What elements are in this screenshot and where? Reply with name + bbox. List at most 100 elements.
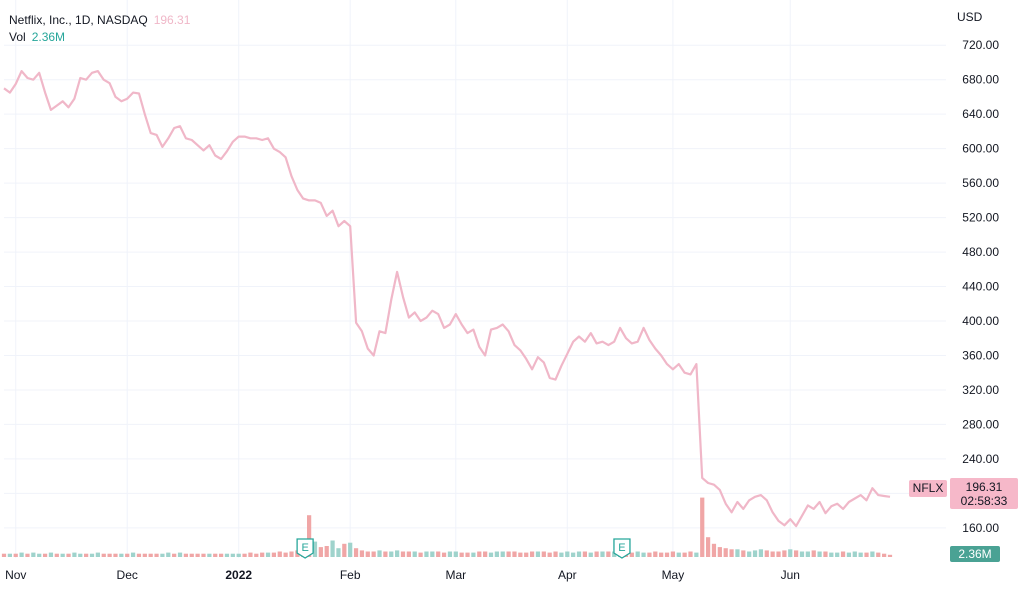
y-tick-label-4: 360.00 (962, 348, 999, 362)
price-badge-countdown: 02:58:33 (961, 494, 1008, 508)
volume-bar-82 (483, 551, 488, 557)
volume-bar-13 (78, 553, 83, 557)
volume-bar-95 (559, 552, 564, 557)
volume-bar-35 (207, 553, 212, 557)
x-tick-label-5: Apr (558, 568, 577, 582)
volume-bar-110 (647, 552, 652, 557)
volume-bar-98 (576, 551, 582, 557)
volume-bar-39 (230, 553, 235, 557)
volume-bar-80 (471, 552, 476, 557)
x-tick-label-3: Feb (340, 568, 361, 582)
chart-legend: Netflix, Inc., 1D, NASDAQ 196.31 Vol 2.36M (9, 12, 190, 46)
volume-bar-135 (794, 550, 799, 557)
volume-bar-144 (846, 552, 852, 557)
x-tick-label-0: Nov (5, 568, 26, 582)
volume-bar-5 (31, 552, 36, 557)
volume-bar-41 (242, 553, 247, 557)
volume-bar-115 (676, 552, 681, 557)
volume-bar-87 (512, 551, 517, 557)
volume-bar-14 (84, 553, 89, 557)
volume-bar-86 (506, 551, 511, 557)
y-tick-label-11: 640.00 (962, 107, 999, 121)
volume-bar-63 (371, 551, 376, 557)
x-tick-label-6: May (662, 568, 685, 582)
y-tick-label-10: 600.00 (962, 142, 999, 156)
volume-bar-109 (641, 552, 646, 557)
volume-bar-49 (289, 551, 294, 557)
volume-bar-122 (717, 547, 722, 557)
volume-bar-22 (130, 552, 136, 557)
volume-bar-151 (887, 554, 893, 557)
y-tick-label-13: 720.00 (962, 38, 999, 52)
volume-bar-79 (465, 552, 470, 557)
x-tick-label-1: Dec (117, 568, 138, 582)
earnings-marker-1[interactable]: E (613, 538, 631, 559)
volume-bar-143 (840, 551, 846, 557)
volume-bar-34 (201, 553, 206, 557)
volume-bar-131 (770, 551, 775, 557)
volume-bar-55 (324, 546, 329, 557)
volume-bar-67 (395, 550, 400, 557)
volume-bar-136 (799, 551, 805, 557)
y-tick-label-2: 280.00 (962, 417, 999, 431)
volume-bar-10 (60, 553, 65, 557)
volume-bar-31 (183, 553, 189, 557)
volume-bar-46 (271, 552, 277, 557)
price-axis[interactable]: 160.00 240.00 280.00 320.00 360.00 400.00 440.… (962, 38, 999, 535)
volume-bar-91 (535, 551, 541, 557)
volume-bar-102 (600, 551, 605, 557)
volume-bar-93 (547, 552, 552, 557)
volume-bar-42 (248, 552, 253, 557)
volume-bar-2 (13, 553, 18, 557)
volume-bar-72 (424, 551, 429, 557)
volume-bar-83 (488, 552, 494, 557)
volume-bar-74 (436, 551, 441, 557)
ticker-badge-label: NFLX (913, 481, 944, 495)
volume-bar-3 (19, 552, 24, 557)
volume-bar-149 (876, 552, 881, 557)
volume-bar-8 (48, 552, 54, 557)
x-tick-label-7: Jun (781, 568, 800, 582)
volume-bar-111 (653, 551, 658, 557)
volume-bar-114 (670, 551, 676, 557)
volume-bar-137 (805, 551, 810, 557)
volume-bar-90 (529, 551, 535, 557)
volume-bar-54 (318, 547, 323, 557)
volume-bar-16 (95, 552, 100, 557)
volume-bar-25 (148, 553, 153, 557)
earnings-marker-0[interactable]: E (296, 538, 314, 559)
legend-last-price: 196.31 (153, 13, 191, 27)
volume-bar-126 (741, 550, 746, 557)
volume-bar-120 (705, 537, 711, 557)
y-tick-label-7: 480.00 (962, 245, 999, 259)
volume-bar-104 (612, 551, 617, 557)
y-tick-label-3: 320.00 (962, 383, 999, 397)
ticker-badge: NFLX (909, 480, 947, 497)
volume-bar-108 (635, 551, 640, 557)
volume-bar-28 (166, 552, 171, 557)
volume-bar-85 (500, 551, 505, 557)
legend-volume-row: Vol 2.36M (9, 29, 190, 46)
volume-bar-47 (277, 551, 282, 557)
volume-bar-150 (882, 553, 887, 557)
volume-bar-53 (312, 541, 318, 557)
volume-bar-17 (101, 553, 106, 557)
y-tick-label-1: 240.00 (962, 452, 999, 466)
volume-bar-33 (195, 553, 200, 557)
volume-bar-30 (177, 552, 183, 557)
volume-bar-21 (125, 553, 130, 557)
volume-bar-12 (72, 552, 77, 557)
volume-bar-32 (189, 553, 194, 557)
volume-bar-134 (788, 549, 793, 557)
volume-bar-76 (447, 551, 453, 557)
volume-bar-66 (389, 551, 394, 557)
legend-volume-label: Vol (9, 30, 26, 44)
volume-bar-78 (459, 552, 464, 557)
volume-bar-57 (336, 548, 341, 557)
y-tick-label-0: 160.00 (962, 521, 999, 535)
volume-bar-146 (858, 552, 863, 557)
time-axis[interactable]: Nov Dec 2022 Feb Mar Apr May Jun (5, 568, 800, 582)
y-tick-label-5: 400.00 (962, 314, 999, 328)
